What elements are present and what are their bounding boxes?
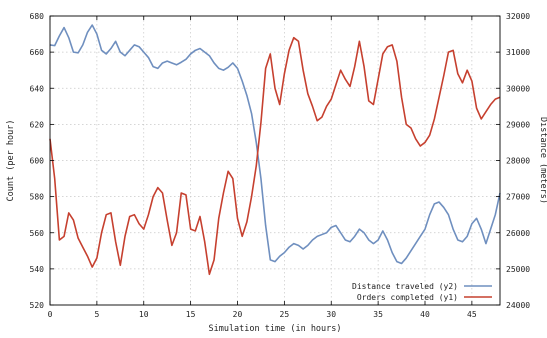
x-tick-label: 5 xyxy=(94,310,99,319)
x-tick-labels: 0 5 10 15 20 25 30 35 40 45 xyxy=(48,310,477,319)
y2-tick-label: 32000 xyxy=(506,12,530,21)
y-tick-labels: 520 540 560 580 600 620 640 660 680 xyxy=(30,12,45,310)
y2-tick-label: 29000 xyxy=(506,120,530,129)
tick-marks xyxy=(49,15,500,306)
series-line-distance-traveled-y2 xyxy=(49,24,501,265)
y-tick-label: 560 xyxy=(30,229,45,238)
x-axis-label: Simulation time (in hours) xyxy=(208,324,341,334)
x-tick-label: 45 xyxy=(467,310,477,319)
x-tick-label: 30 xyxy=(326,310,336,319)
legend-label: Orders completed (y1) xyxy=(357,293,458,302)
y-tick-label: 580 xyxy=(30,193,45,202)
y-axis-label: Count (per hour) xyxy=(6,120,16,202)
y-tick-label: 680 xyxy=(30,12,45,21)
x-tick-label: 10 xyxy=(139,310,149,319)
x-tick-label: 15 xyxy=(186,310,196,319)
y2-tick-label: 31000 xyxy=(506,48,530,57)
x-tick-label: 35 xyxy=(373,310,383,319)
legend-label: Distance traveled (y2) xyxy=(352,282,458,291)
y2-tick-label: 27000 xyxy=(506,193,530,202)
y-tick-label: 600 xyxy=(30,157,45,166)
y-tick-label: 660 xyxy=(30,48,45,57)
series-line-orders-completed-y1 xyxy=(49,36,501,276)
y-tick-label: 640 xyxy=(30,84,45,93)
y2-tick-label: 25000 xyxy=(506,265,530,274)
legend: Distance traveled (y2) Orders completed (… xyxy=(352,282,492,302)
y2-tick-labels: 24000 25000 26000 27000 28000 29000 30000 31000… xyxy=(506,12,530,310)
series-lines xyxy=(49,24,501,276)
x-tick-label: 0 xyxy=(48,310,53,319)
y2-tick-label: 24000 xyxy=(506,301,530,310)
x-tick-label: 25 xyxy=(280,310,290,319)
y-tick-label: 540 xyxy=(30,265,45,274)
x-tick-label: 40 xyxy=(420,310,430,319)
y2-tick-label: 28000 xyxy=(506,157,530,166)
y2-tick-label: 30000 xyxy=(506,84,530,93)
y-tick-label: 520 xyxy=(30,301,45,310)
y-tick-label: 620 xyxy=(30,120,45,129)
y2-tick-label: 26000 xyxy=(506,229,530,238)
y2-axis-label: Distance (meters) xyxy=(538,117,547,204)
x-tick-label: 20 xyxy=(233,310,243,319)
